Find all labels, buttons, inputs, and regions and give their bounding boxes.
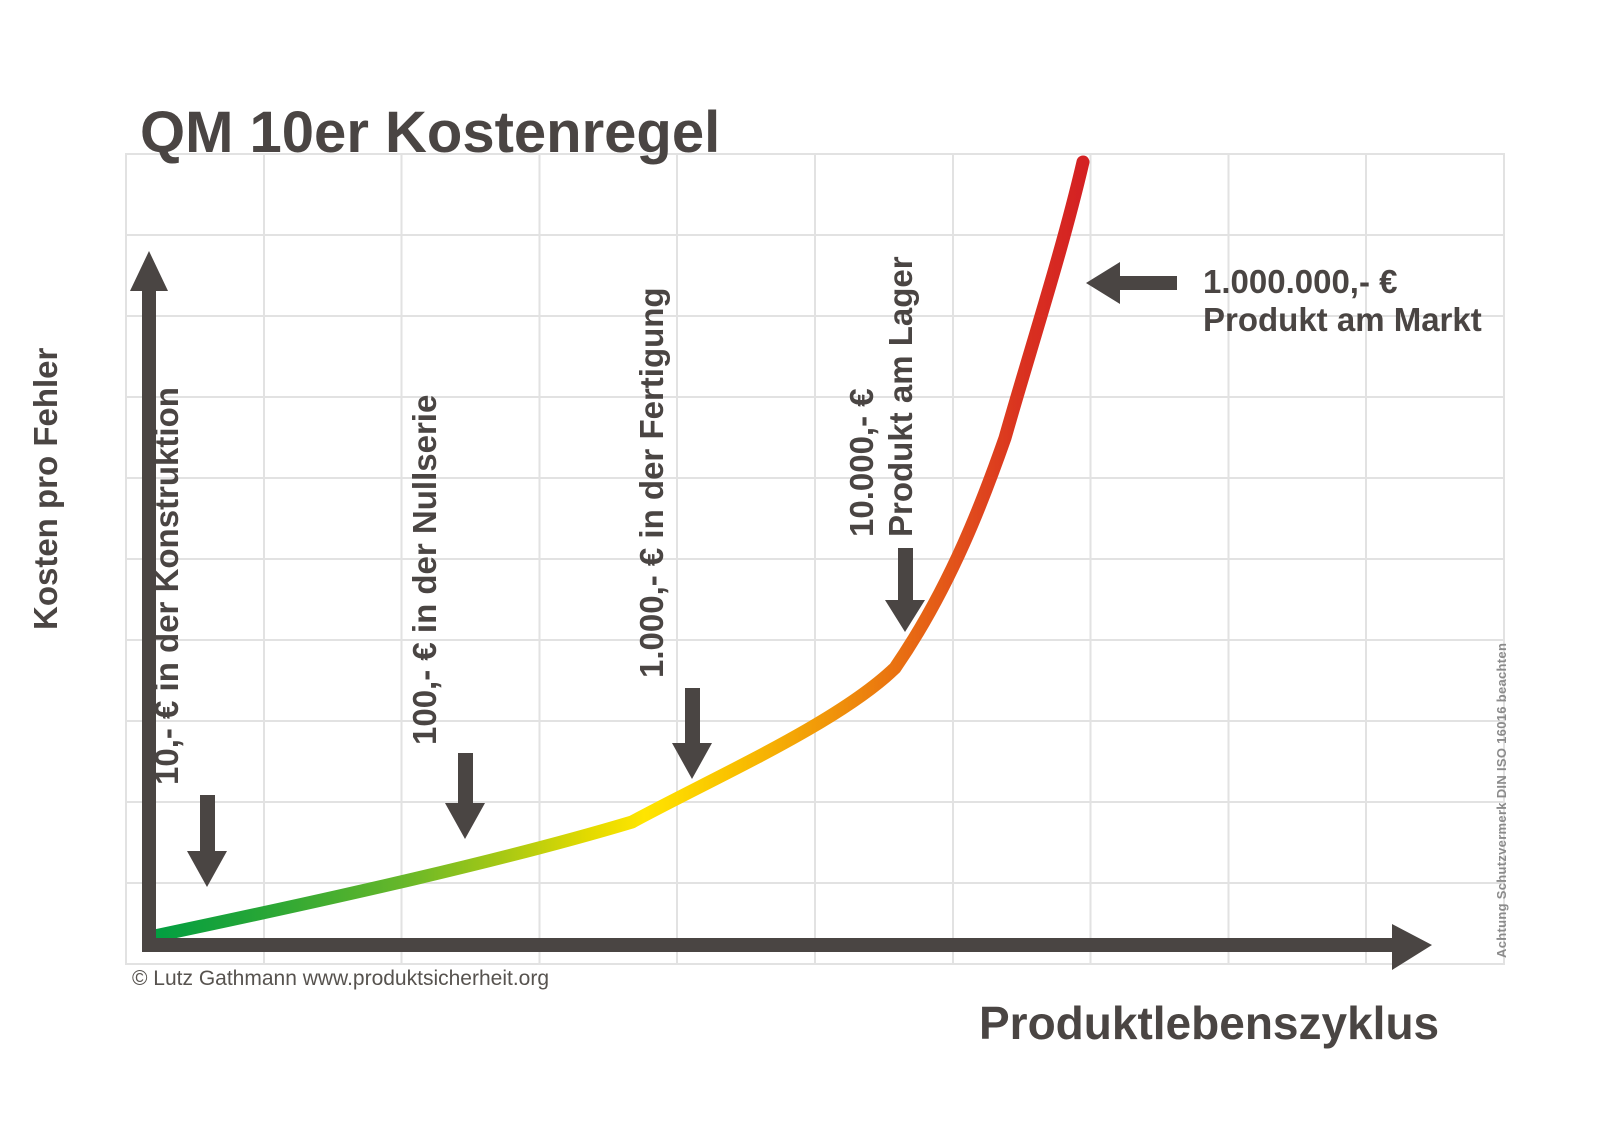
annotation-nullserie: 100,- € in der Nullserie — [406, 394, 443, 745]
chart-title: QM 10er Kostenregel — [140, 100, 721, 165]
annotation-markt-label: Produkt am Markt — [1203, 301, 1482, 338]
y-axis-arrow — [130, 251, 168, 951]
y-axis-label: Kosten pro Fehler — [27, 347, 64, 630]
left-arrow-markt — [1086, 262, 1177, 304]
copyright-note: © Lutz Gathmann www.produktsicherheit.or… — [132, 967, 550, 990]
cost-curve — [143, 155, 1090, 944]
protection-notice: Achtung Schutzvermerk DIN ISO 16016 beac… — [1494, 642, 1509, 958]
plot-grid — [125, 153, 1505, 965]
annotation-fertigung: 1.000,- € in der Fertigung — [633, 287, 670, 678]
down-arrow-fertigung — [672, 688, 712, 779]
down-arrow-nullserie — [445, 753, 485, 839]
annotation-lager-label: Produkt am Lager — [882, 256, 919, 537]
annotation-markt-value: 1.000.000,- € — [1203, 263, 1398, 300]
x-axis-label: Produktlebenszyklus — [979, 997, 1440, 1049]
x-axis-arrow — [142, 924, 1432, 970]
annotation-markt: 1.000.000,- € Produkt am Markt — [1203, 263, 1482, 339]
annotation-konstruktion: 10,- € in der Konstruktion — [148, 387, 185, 785]
annotation-lager-value: 10.000,- € — [843, 388, 880, 537]
down-arrow-konstruktion — [187, 795, 227, 887]
down-arrow-lager — [885, 548, 925, 632]
